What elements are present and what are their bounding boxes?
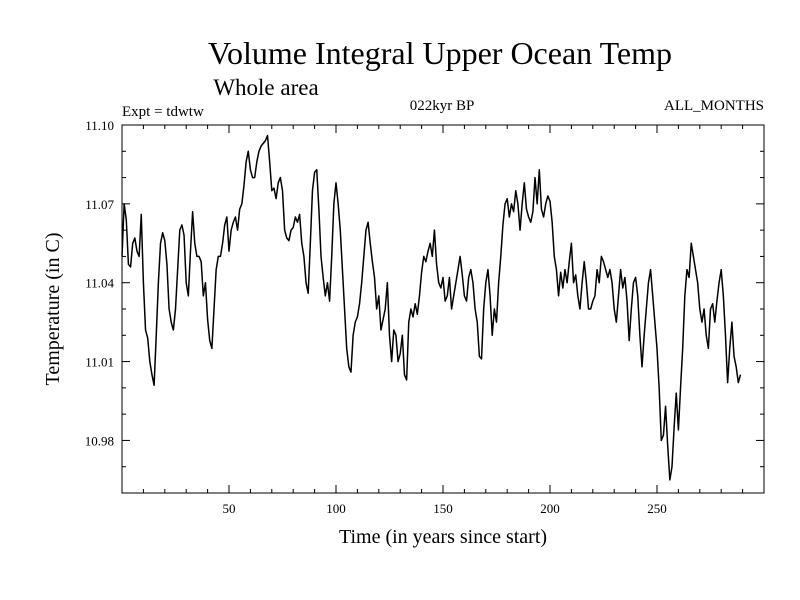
- y-tick-label: 11.07: [85, 197, 114, 212]
- header-left: Expt = tdwtw: [122, 104, 204, 120]
- y-axis-label: Temperature (in C): [42, 233, 64, 386]
- y-axis: 10.98 11.01 11.04 11.07 11.10: [85, 118, 764, 468]
- x-tick-label: 150: [433, 501, 453, 516]
- header-center: 022kyr BP: [410, 98, 475, 114]
- y-tick-label: 11.10: [85, 118, 114, 133]
- header-right: ALL_MONTHS: [664, 98, 764, 114]
- x-tick-label: 200: [540, 501, 560, 516]
- x-tick-label: 100: [326, 501, 346, 516]
- chart-title: Volume Integral Upper Ocean Temp: [208, 35, 672, 71]
- y-tick-label: 11.04: [85, 276, 114, 291]
- x-axis: 50 100 150 200 250: [142, 125, 744, 516]
- y-tick-label: 11.01: [85, 355, 114, 370]
- series-line: [121, 134, 742, 481]
- x-tick-label: 250: [647, 501, 667, 516]
- x-axis-label: Time (in years since start): [339, 526, 547, 548]
- series-layer: [121, 134, 742, 481]
- x-tick-label: 50: [223, 501, 236, 516]
- chart-subtitle: Whole area: [213, 75, 318, 100]
- y-tick-label: 10.98: [85, 433, 114, 448]
